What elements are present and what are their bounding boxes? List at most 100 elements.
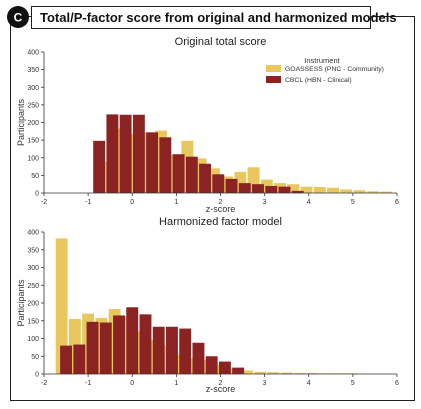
bar-goassess <box>280 372 293 374</box>
bar-cbcl <box>93 140 106 193</box>
bar-cbcl <box>126 307 139 374</box>
x-tick-label: 6 <box>395 380 399 387</box>
x-tick-label: 2 <box>219 380 223 387</box>
bar-goassess <box>234 171 247 193</box>
y-tick-label: 250 <box>27 283 39 290</box>
x-tick-label: -1 <box>85 380 91 387</box>
bar-goassess <box>327 187 339 193</box>
panel-badge-letter: C <box>14 11 23 25</box>
x-tick-label: 4 <box>307 380 311 387</box>
y-tick-label: 150 <box>27 138 39 145</box>
bar-cbcl <box>278 186 291 193</box>
y-tick-label: 400 <box>27 50 39 57</box>
legend-swatch-cbcl <box>266 76 281 83</box>
chart-harmonized-factor-model: Harmonized factor model -2 -1 0 1 2 3 4 5 6 0 50 100… <box>16 216 399 394</box>
x-tick-label: 0 <box>130 380 134 387</box>
x-tick-label: -2 <box>41 380 47 387</box>
panel-heading: Total/P-factor score from original and h… <box>40 10 397 25</box>
bar-cbcl <box>113 315 125 374</box>
legend-label-goassess: GOASSESS (PNC - Community) <box>285 66 384 73</box>
bar-cbcl <box>212 174 225 193</box>
y-axis-label: Participants <box>16 279 26 327</box>
y-tick-label: 0 <box>35 372 39 379</box>
bar-cbcl <box>291 190 304 193</box>
bar-cbcl <box>205 356 218 374</box>
legend-title: Instrument <box>304 56 340 65</box>
x-tick-label: 1 <box>174 380 178 387</box>
bar-goassess <box>247 167 260 193</box>
bar-cbcl <box>152 326 165 374</box>
bar-cbcl <box>159 137 172 193</box>
bar-cbcl <box>252 184 264 193</box>
x-tick-label: 4 <box>307 199 311 206</box>
y-tick-label: 350 <box>27 247 39 254</box>
y-tick-label: 0 <box>35 191 39 198</box>
x-tick-label: 1 <box>174 199 178 206</box>
y-tick-label: 100 <box>27 336 39 343</box>
bar-cbcl <box>60 345 73 374</box>
y-tick-label: 400 <box>27 230 39 237</box>
bar-goassess <box>313 187 326 193</box>
y-tick-label: 350 <box>27 67 39 74</box>
bar-cbcl <box>106 114 119 193</box>
y-tick-label: 250 <box>27 102 39 109</box>
bar-cbcl <box>225 178 238 193</box>
x-axis-label: z-score <box>206 384 236 394</box>
bar-cbcl <box>192 342 205 374</box>
x-tick-label: -2 <box>41 199 47 206</box>
x-axis-label: z-score <box>206 204 236 214</box>
y-tick-label: 50 <box>31 173 39 180</box>
legend-label-cbcl: CBCL (HBN - Clinical) <box>285 77 352 84</box>
bar-cbcl <box>146 132 159 193</box>
bar-cbcl <box>166 326 178 374</box>
bar-cbcl <box>139 314 152 374</box>
chart-title: Harmonized factor model <box>159 216 282 228</box>
bar-goassess <box>340 189 353 193</box>
bar-goassess <box>55 238 68 374</box>
x-tick-label: -1 <box>85 199 91 206</box>
bar-cbcl <box>73 344 86 374</box>
panel-badge-circle <box>7 6 29 28</box>
x-tick-label: 6 <box>395 199 399 206</box>
y-tick-label: 300 <box>27 85 39 92</box>
y-tick-label: 100 <box>27 155 39 162</box>
bar-cbcl <box>199 163 212 193</box>
bar-goassess <box>241 370 253 374</box>
x-tick-label: 5 <box>351 380 355 387</box>
chart-original-total-score: Original total score -2 -1 0 1 2 3 4 5 6 0 50 100 150… <box>16 36 399 214</box>
bar-cbcl <box>132 114 145 193</box>
bar-cbcl <box>86 321 99 374</box>
x-tick-label: 2 <box>219 199 223 206</box>
x-tick-label: 0 <box>130 199 134 206</box>
x-tick-label: 3 <box>263 199 267 206</box>
bar-goassess <box>254 371 267 374</box>
bar-cbcl <box>185 156 198 193</box>
bar-goassess <box>366 191 379 193</box>
bar-cbcl <box>238 183 251 193</box>
y-tick-label: 150 <box>27 318 39 325</box>
panel-heading-box <box>31 6 371 29</box>
y-tick-label: 200 <box>27 301 39 308</box>
bar-cbcl <box>265 185 278 193</box>
bar-goassess <box>307 372 320 374</box>
bar-goassess <box>267 372 280 374</box>
bar-goassess <box>300 186 313 193</box>
bar-goassess <box>353 190 366 193</box>
y-tick-label: 300 <box>27 265 39 272</box>
bar-goassess <box>293 372 306 374</box>
bar-cbcl <box>172 154 185 193</box>
bar-cbcl <box>232 367 245 374</box>
bar-cbcl <box>119 114 132 193</box>
bar-goassess <box>380 191 392 193</box>
bar-cbcl <box>218 361 231 374</box>
x-tick-label: 3 <box>263 380 267 387</box>
bar-cbcl <box>179 328 192 374</box>
y-axis-label: Participants <box>16 98 26 146</box>
chart-title: Original total score <box>175 36 267 48</box>
x-tick-label: 5 <box>351 199 355 206</box>
bar-cbcl <box>99 322 112 374</box>
legend-swatch-goassess <box>266 65 281 72</box>
y-tick-label: 200 <box>27 120 39 127</box>
bar-goassess <box>287 184 300 193</box>
